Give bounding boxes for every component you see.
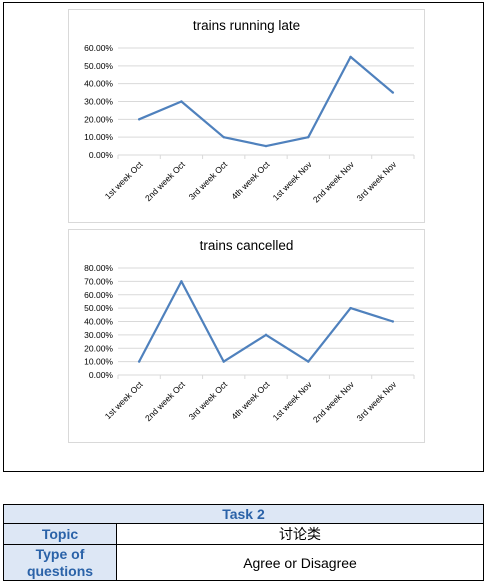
chart-2-x-tick-label: 1st week Oct xyxy=(103,379,145,421)
chart-1-y-tick-label: 40.00% xyxy=(84,79,113,89)
chart-1-x-tick-label: 2nd week Oct xyxy=(143,159,187,203)
chart-2-y-tick-label: 80.00% xyxy=(84,263,113,273)
chart-2-x-tick-label: 2nd week Nov xyxy=(311,379,357,425)
chart-1-x-tick-label: 4th week Oct xyxy=(229,159,272,202)
chart-1-title: trains running late xyxy=(192,18,301,33)
question-type-value: Agree or Disagree xyxy=(116,544,484,581)
chart-2-plot: 0.00% 10.00% 20.00% 30.00% 40.00% 50.00% 60.00… xyxy=(84,263,415,425)
topic-value: 讨论类 xyxy=(116,523,484,545)
chart-1-x-tick-label: 2nd week Nov xyxy=(311,159,357,205)
task-title: Task 2 xyxy=(3,504,484,524)
chart-1-y-tick-label: 30.00% xyxy=(84,97,113,107)
chart-1-y-tick-label: 60.00% xyxy=(84,43,113,53)
charts-frame: 0.00% 10.00% 20.00% 30.00% 40.00% 50.00% 60.00… xyxy=(3,2,484,472)
chart-1-plot: 0.00% 10.00% 20.00% 30.00% 40.00% 50.00% 60.00… xyxy=(84,43,415,205)
chart-1-y-tick-label: 10.00% xyxy=(84,132,113,142)
chart-2-data-point xyxy=(307,360,310,363)
chart-1-y-tick-label: 20.00% xyxy=(84,114,113,124)
chart-2-title: trains cancelled xyxy=(199,238,294,253)
chart-1-data-point xyxy=(222,135,225,139)
chart-1-y-tick-label: 50.00% xyxy=(84,61,113,71)
chart-2-y-tick-label: 30.00% xyxy=(84,330,113,340)
chart-1-x-tick-label: 1st week Nov xyxy=(271,159,315,203)
chart-1-data-point xyxy=(180,100,183,103)
chart-2-data-point xyxy=(222,360,225,363)
chart-1-data-point xyxy=(137,118,141,121)
chart-1-data-point xyxy=(307,135,310,139)
topic-label: Topic xyxy=(3,523,117,545)
chart-2-x-tick-label: 4th week Oct xyxy=(229,379,272,422)
chart-2-y-tick-label: 60.00% xyxy=(84,290,113,300)
chart-2-y-tick-label: 10.00% xyxy=(84,357,113,367)
chart-1-data-point xyxy=(349,55,352,59)
chart-trains-cancelled: 0.00% 10.00% 20.00% 30.00% 40.00% 50.00% 60.00… xyxy=(68,229,425,443)
chart-2-y-tick-label: 40.00% xyxy=(84,317,113,327)
chart-2-data-point xyxy=(349,306,352,310)
chart-2-x-tick-label: 3rd week Oct xyxy=(187,379,230,422)
chart-2-data-point xyxy=(180,280,183,283)
chart-2-y-tick-label: 20.00% xyxy=(84,343,113,353)
chart-2-y-tick-label: 0.00% xyxy=(89,370,114,380)
chart-trains-running-late: 0.00% 10.00% 20.00% 30.00% 40.00% 50.00% 60.00… xyxy=(68,9,425,223)
task-table: Task 2 Topic 讨论类 Type of questions Agree… xyxy=(3,504,484,581)
question-type-label: Type of questions xyxy=(3,544,117,581)
chart-2-data-point xyxy=(391,320,395,323)
chart-2-data-point xyxy=(137,360,141,363)
chart-2-x-tick-label: 3rd week Nov xyxy=(354,379,398,423)
chart-2-x-tick-label: 1st week Nov xyxy=(271,379,315,423)
chart-1-y-tick-label: 0.00% xyxy=(89,150,114,160)
chart-1-x-tick-label: 3rd week Oct xyxy=(187,159,230,202)
chart-1-data-point xyxy=(391,91,395,94)
chart-2-y-tick-label: 50.00% xyxy=(84,303,113,313)
chart-1-x-tick-label: 3rd week Nov xyxy=(354,159,398,203)
chart-2-x-tick-label: 2nd week Oct xyxy=(143,379,187,423)
chart-1-data-point xyxy=(264,144,268,148)
chart-2-data-point xyxy=(264,333,268,337)
chart-2-y-tick-label: 70.00% xyxy=(84,276,113,286)
chart-1-x-tick-label: 1st week Oct xyxy=(103,159,145,201)
